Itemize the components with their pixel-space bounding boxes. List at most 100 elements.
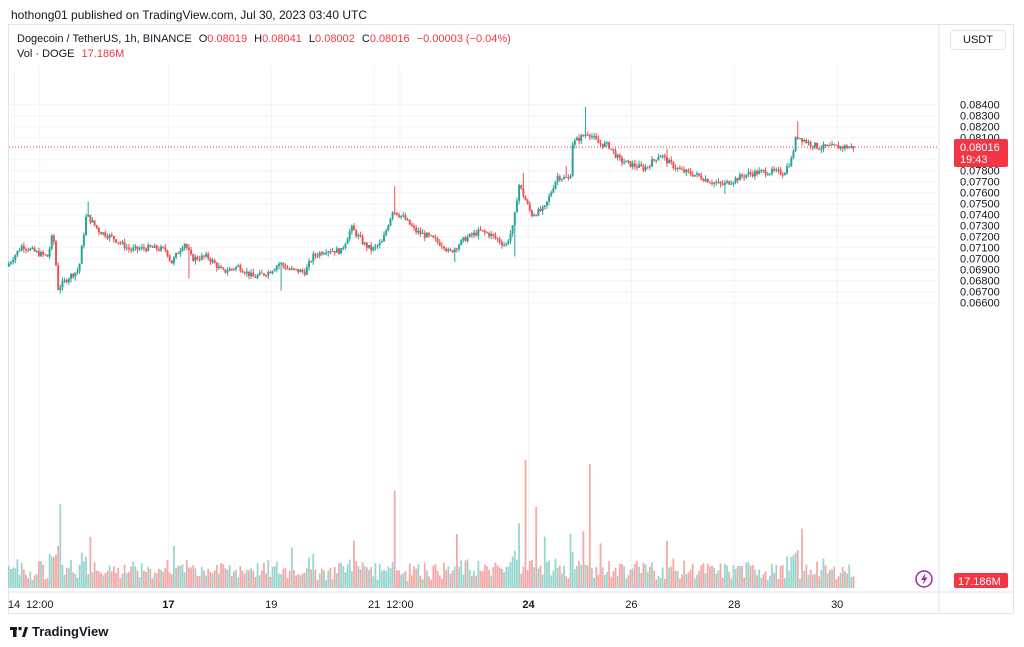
volume-bar [175,567,177,588]
candle-body [177,253,180,255]
volume-bar [633,563,636,588]
candle-body [194,256,197,262]
candle-body [567,177,570,179]
volume-bar [376,579,379,588]
candle-body [843,145,846,149]
volume-bar [123,564,126,588]
volume-bar [505,567,508,588]
volume-bar [346,564,349,588]
volume-bar [271,566,274,588]
volume-bar [704,573,707,588]
volume-bar [393,490,396,588]
volume-bar [766,579,769,588]
volume-bar [681,574,683,588]
volume-bar [796,550,799,588]
candle-body [635,166,638,168]
volume-bar [318,573,321,588]
candle-body [644,167,647,171]
candle-body [726,181,729,183]
candle-body [430,235,433,237]
candle-body [421,232,424,234]
volume-bar [586,565,589,588]
volume-bar [10,568,12,588]
volume-bar [625,578,628,588]
candle-body [35,251,38,253]
volume-bar [119,578,122,588]
volume-bar [44,579,47,588]
volume-bar [449,574,452,588]
candle-body [172,257,175,264]
candle-body [256,275,259,278]
candle-body [305,267,308,275]
volume-bar [211,573,214,588]
candle-body [646,166,649,168]
volume-bar [209,572,212,588]
volume-bar [305,568,308,588]
candle-body [522,188,525,197]
candle-body [721,183,724,185]
candle-body [672,162,675,168]
volume-bar [760,577,763,588]
volume-bar [839,572,842,588]
x-tick-label: 12:00 [26,599,54,611]
volume-bar [775,564,778,588]
volume-label[interactable]: Vol · DOGE [17,48,75,60]
volume-bar [361,562,364,588]
volume-bar [112,566,115,588]
volume-bar [687,572,690,588]
volume-bar [110,571,113,588]
volume-bar [258,575,261,588]
volume-bar [591,567,593,588]
candle-body [226,271,229,273]
candle-body [638,164,641,168]
candle-body [850,145,853,148]
candle-body [708,182,711,184]
candle-body [816,142,819,149]
change-value: −0.00003 (−0.04%) [416,33,511,45]
candle-body [447,249,450,252]
candle-body [217,266,220,269]
symbol-title[interactable]: Dogecoin / TetherUS, 1h, BINANCE [17,33,192,45]
volume-bar [348,559,351,588]
volume-bar [824,565,827,588]
candle-body [449,249,452,251]
candle-body [331,251,334,253]
candle-body [277,263,280,266]
candle-body [670,159,673,163]
candle-body [325,252,328,254]
candle-body [65,280,68,283]
volume-bar [801,528,803,588]
candle-body [738,174,741,181]
volume-bar [475,575,478,588]
volume-bar [756,575,758,588]
volume-bar [599,543,602,588]
candle-body [575,137,578,141]
candle-body [676,167,679,169]
volume-bar [299,575,302,588]
volume-bar [636,561,638,588]
volume-bar [104,573,107,588]
volume-bar [115,572,117,588]
candle-body [370,245,373,251]
volume-bar [230,576,233,588]
candle-body [663,155,666,158]
candle-body [95,225,98,228]
candle-body [72,274,75,277]
volume-bar [177,565,180,588]
volume-bar [102,575,105,588]
volume-bar [753,569,756,588]
currency-button[interactable]: USDT [950,30,1006,50]
volume-bar [543,536,546,588]
volume-bar [181,564,184,588]
candle-body [78,263,81,271]
volume-bar [192,565,195,588]
volume-bar [50,556,53,588]
candle-body [91,220,94,223]
candle-body [756,171,759,175]
volume-bar [162,571,165,588]
volume-bar [350,571,353,588]
candle-body [674,167,677,169]
candle-body [340,247,343,254]
volume-bar [295,575,298,588]
